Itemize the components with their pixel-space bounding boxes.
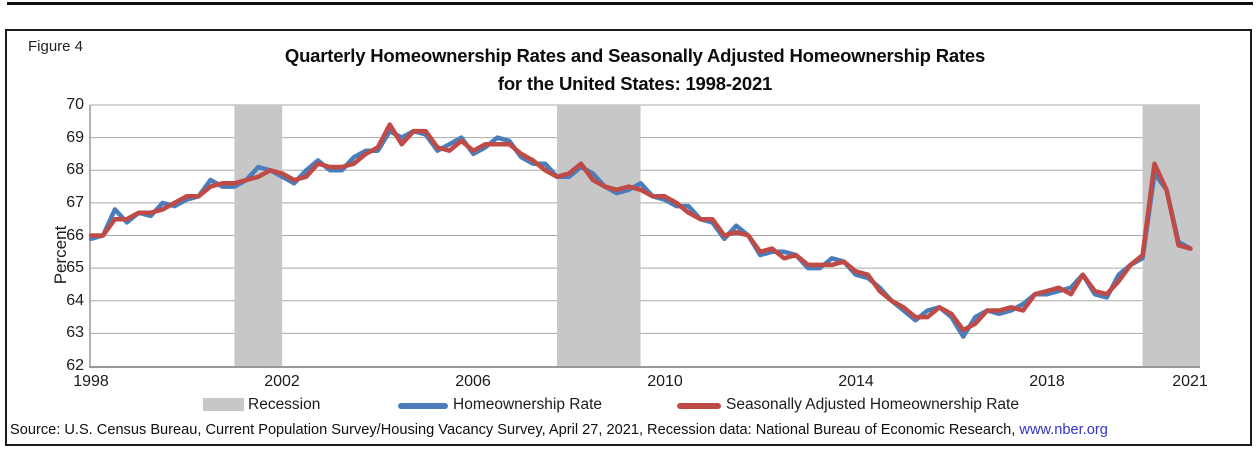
figure-border	[5, 29, 1252, 446]
top-rule	[7, 2, 1253, 5]
y-tick-label-63: 63	[66, 324, 84, 341]
y-axis-title: Percent	[51, 225, 70, 285]
x-tick-label-2006: 2006	[455, 373, 491, 390]
x-tick-label-1998: 1998	[73, 373, 109, 390]
y-tick-label-65: 65	[66, 259, 84, 276]
legend-homeownership-swatch	[398, 403, 448, 409]
y-tick-label-68: 68	[66, 161, 84, 178]
x-tick-label-2014: 2014	[838, 373, 874, 390]
y-tick-label-62: 62	[66, 357, 84, 374]
legend-homeownership-label: Homeownership Rate	[453, 396, 603, 413]
recession-band-2	[1142, 105, 1200, 366]
legend-recession-label: Recession	[248, 396, 321, 413]
y-tick-label-66: 66	[66, 227, 84, 244]
figure-number-label: Figure 4	[28, 38, 84, 55]
source-text: Source: U.S. Census Bureau, Current Popu…	[10, 422, 1020, 438]
y-tick-label-67: 67	[66, 194, 84, 211]
source-note: Source: U.S. Census Bureau, Current Popu…	[10, 422, 1108, 438]
y-tick-label-69: 69	[66, 129, 84, 146]
x-tick-label-2010: 2010	[647, 373, 683, 390]
series-line-1	[88, 122, 1193, 333]
nber-link[interactable]: www.nber.org	[1019, 422, 1108, 438]
legend-seasonal-swatch	[677, 403, 721, 409]
chart-title-line1: Quarterly Homeownership Rates and Season…	[284, 45, 986, 66]
legend-seasonal-label: Seasonally Adjusted Homeownership Rate	[726, 396, 1019, 413]
x-tick-label-2018: 2018	[1029, 373, 1065, 390]
chart-title-line2: for the United States: 1998-2021	[497, 73, 773, 94]
recession-band-0	[234, 105, 283, 366]
x-tick-label-2002: 2002	[264, 373, 300, 390]
x-tick-label-2021: 2021	[1172, 373, 1208, 390]
recession-band-1	[557, 105, 641, 366]
legend-recession-swatch	[203, 398, 244, 411]
y-tick-label-70: 70	[66, 96, 84, 113]
y-tick-label-64: 64	[66, 292, 84, 309]
